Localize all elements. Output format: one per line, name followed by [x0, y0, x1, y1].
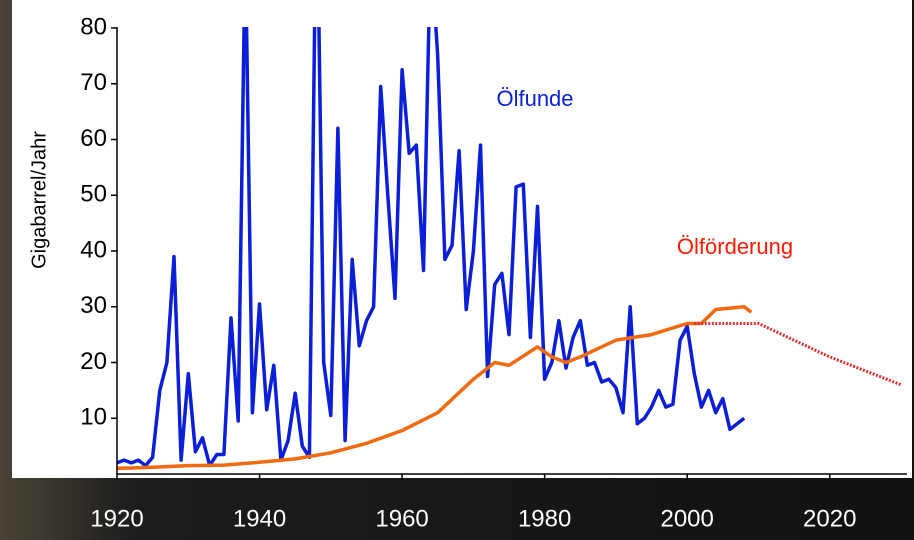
x-tick-label: 1920: [90, 505, 143, 532]
y-axis-label: Gigabarrel/Jahr: [28, 131, 50, 269]
y-tick-label: 40: [80, 236, 107, 263]
y-tick-label: 70: [80, 69, 107, 96]
x-tick-label: 1980: [518, 505, 571, 532]
y-tick-label: 10: [80, 404, 107, 431]
x-tick-label: 1940: [233, 505, 286, 532]
chart: Gigabarrel/Jahr 10 20 30 40 50 60 70 80 1920 1940…: [0, 0, 914, 540]
y-tick-label: 50: [80, 181, 107, 208]
series-label: Ölfunde: [496, 86, 573, 111]
x-tick-label: 2000: [660, 505, 713, 532]
x-tick-label: 1960: [375, 505, 428, 532]
series-label: Ölförderung: [677, 234, 793, 259]
y-tick-label: 20: [80, 348, 107, 375]
y-tick-label: 30: [80, 292, 107, 319]
page: {"chart_data": {"type": "line", "ylabel"…: [0, 0, 914, 540]
y-tick-label: 60: [80, 125, 107, 152]
x-tick-label: 2020: [803, 505, 856, 532]
y-tick-label: 80: [80, 13, 107, 40]
